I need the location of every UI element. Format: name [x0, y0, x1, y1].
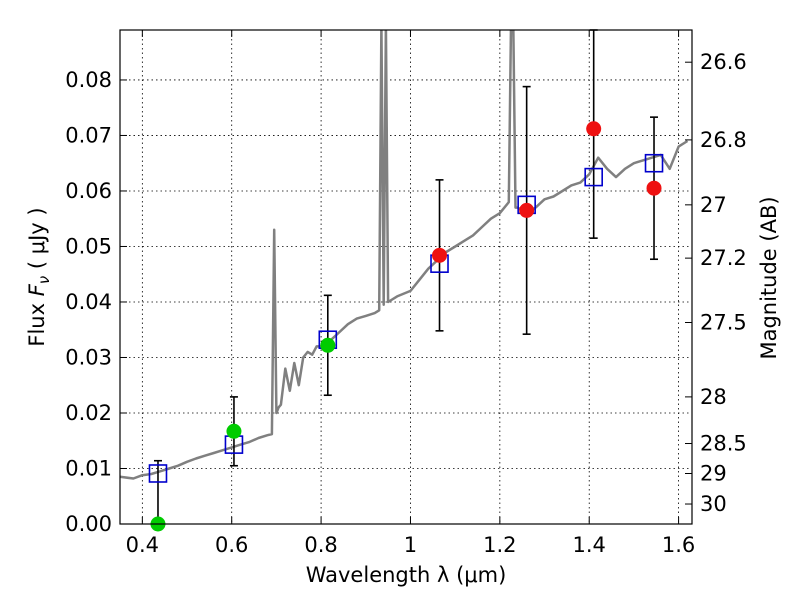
mag-tick-label: 30	[700, 492, 727, 516]
mag-tick-label: 26.6	[700, 50, 747, 74]
y-tick-label: 0.07	[65, 123, 112, 147]
axis-ticks: 0.4 0.6 0.8 1 1.2 1.4 1.6 0.00 0.01 0.02 0.03 0.04 0…	[65, 30, 747, 557]
grid-lines	[120, 30, 692, 525]
y-tick-label: 0.03	[65, 345, 112, 369]
model-square	[148, 464, 168, 483]
mag-tick-label: 27	[700, 193, 727, 217]
y-tick-label: 0.00	[65, 512, 112, 536]
x-tick-label: 0.8	[304, 533, 337, 557]
y-tick-label: 0.06	[65, 179, 112, 203]
y-tick-label: 0.05	[65, 234, 112, 258]
x-tick-label: 0.4	[126, 533, 159, 557]
y-tick-label: 0.02	[65, 401, 112, 425]
y-axis-title: Flux Fν ( μJy )	[25, 207, 53, 346]
x-tick-label: 1.4	[573, 533, 606, 557]
photometry-point	[320, 337, 336, 353]
x-tick-label: 1.6	[662, 533, 695, 557]
y2-axis-title: Magnitude (AB)	[757, 196, 781, 359]
y-tick-label: 0.04	[65, 290, 112, 314]
mag-tick-label: 27.5	[700, 311, 747, 335]
photometry-point	[226, 423, 242, 439]
mag-tick-label: 28	[700, 385, 727, 409]
plot-frame	[119, 29, 693, 525]
y-tick-label: 0.08	[65, 68, 112, 92]
model-square	[584, 167, 603, 187]
spectrum-line	[120, 30, 689, 480]
x-axis-title: Wavelength λ (μm)	[306, 563, 507, 587]
y-tick-label: 0.01	[65, 456, 112, 480]
photometry-point	[586, 121, 602, 137]
x-tick-label: 1	[404, 533, 417, 557]
x-tick-label: 0.6	[215, 533, 248, 557]
photometry-point	[646, 180, 662, 196]
photometry-point	[519, 202, 535, 218]
mag-tick-label: 27.2	[700, 246, 747, 270]
mag-tick-label: 28.5	[700, 432, 747, 456]
mag-tick-label: 26.8	[700, 128, 747, 152]
data-layer	[120, 29, 689, 532]
model-square	[644, 153, 664, 173]
x-tick-label: 1.2	[483, 533, 516, 557]
mag-tick-label: 29	[700, 461, 727, 485]
photometry-point	[432, 247, 448, 263]
